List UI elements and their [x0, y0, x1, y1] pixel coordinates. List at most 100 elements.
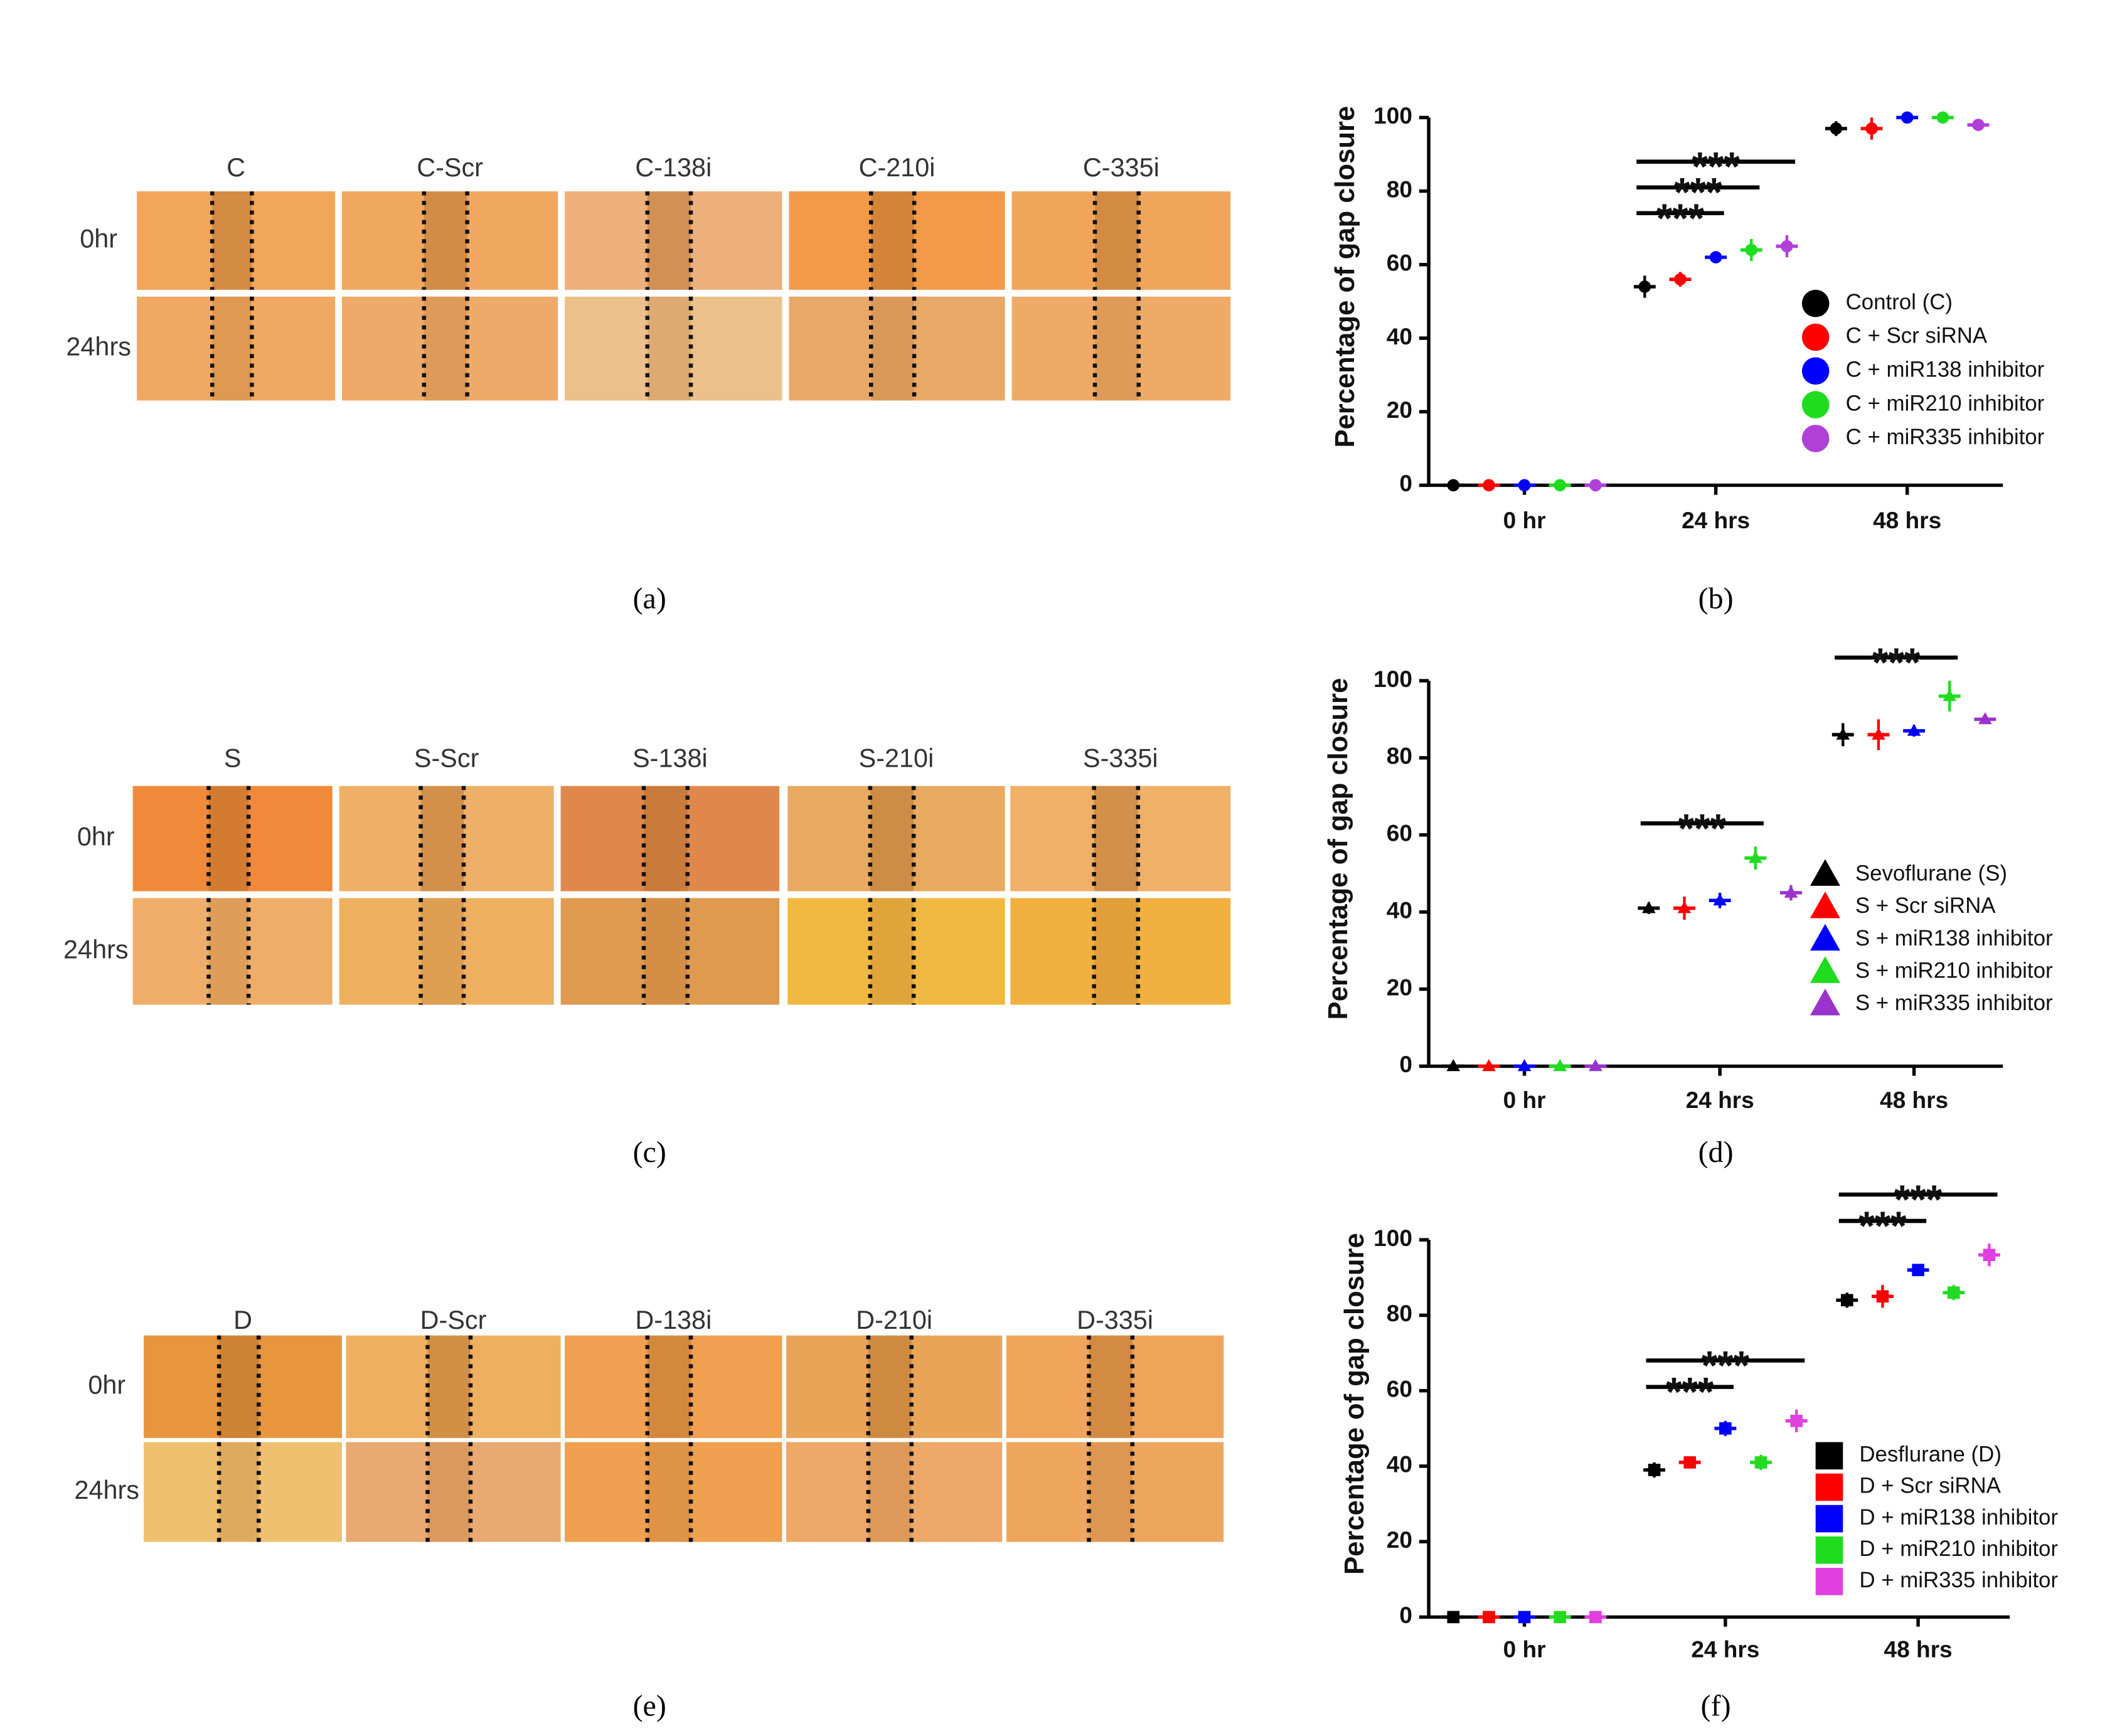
x-tick-label: 0 hr — [1503, 507, 1546, 533]
column-label: D-Scr — [420, 1306, 487, 1334]
micrograph — [565, 191, 782, 290]
legend-label: Control (C) — [1846, 290, 1953, 314]
wound-gap — [647, 1335, 691, 1439]
wound-gap — [647, 1442, 691, 1542]
micrograph — [339, 785, 554, 892]
panel-label: (e) — [633, 1689, 666, 1722]
wound-gap — [420, 898, 464, 1005]
legend-label: D + Scr siRNA — [1859, 1474, 2001, 1498]
wound-gap — [1095, 296, 1139, 401]
data-point — [1683, 1456, 1697, 1469]
column-label: S-138i — [632, 743, 708, 772]
y-tick-label: 60 — [1387, 250, 1412, 276]
panel-label: (a) — [633, 582, 666, 615]
wound-gap — [644, 898, 688, 1005]
micrograph — [341, 296, 558, 401]
column-label: S-Scr — [414, 743, 479, 772]
legend-label: S + miR138 inhibitor — [1855, 926, 2053, 951]
data-point — [1876, 1290, 1889, 1303]
legend-label: D + miR335 inhibitor — [1859, 1568, 2058, 1592]
significance-label: *** — [1666, 1369, 1714, 1415]
legend-label: S + Scr siRNA — [1855, 893, 1996, 918]
wound-gap — [219, 1442, 259, 1542]
wound-gap — [1089, 1335, 1133, 1439]
legend-swatch — [1801, 391, 1830, 418]
micrograph — [1010, 785, 1231, 892]
data-point — [1447, 1611, 1460, 1624]
significance-label: *** — [1858, 1203, 1907, 1249]
data-point — [1553, 1059, 1567, 1072]
data-point — [1719, 1422, 1732, 1435]
micrograph — [565, 296, 782, 401]
data-point — [1865, 122, 1878, 135]
data-point — [1638, 280, 1651, 293]
data-point — [1947, 1286, 1960, 1299]
column-label: C-Scr — [417, 153, 483, 182]
y-tick-label: 20 — [1387, 1526, 1412, 1553]
row-label: 0hr — [88, 1370, 125, 1399]
wound-gap — [208, 898, 249, 1005]
data-point — [1518, 1611, 1531, 1624]
data-point — [1589, 1611, 1602, 1624]
x-tick-label: 48 hrs — [1880, 1087, 1948, 1113]
y-tick-label: 40 — [1387, 897, 1412, 923]
y-tick-label: 20 — [1387, 974, 1412, 1000]
row-label: 0hr — [80, 224, 117, 253]
y-tick-label: 0 — [1399, 1602, 1412, 1628]
wound-gap — [870, 785, 914, 892]
x-tick-label: 48 hrs — [1884, 1636, 1953, 1663]
panel-label: (c) — [633, 1136, 666, 1169]
micrograph — [786, 1442, 1003, 1542]
data-point — [1901, 111, 1914, 124]
micrograph — [1011, 296, 1231, 401]
wound-gap — [647, 191, 691, 290]
micrograph — [560, 785, 780, 892]
data-point — [1781, 240, 1793, 253]
micrograph — [1006, 1442, 1224, 1542]
legend-label: Desflurane (D) — [1859, 1442, 2002, 1467]
column-label: C-335i — [1083, 153, 1160, 182]
y-axis-label: Percentage of gap closure — [1323, 678, 1353, 1020]
wound-gap — [1089, 1442, 1133, 1542]
data-point — [1483, 479, 1495, 492]
legend-swatch — [1810, 859, 1840, 886]
micrograph — [137, 296, 336, 401]
micrograph — [787, 785, 1005, 892]
micrograph — [144, 1335, 342, 1439]
significance-label: *** — [1702, 1343, 1750, 1388]
legend-swatch — [1810, 988, 1840, 1016]
data-point — [1745, 243, 1758, 257]
column-label: C-210i — [859, 153, 936, 182]
significance-label: *** — [1656, 195, 1705, 241]
micrograph — [565, 1442, 782, 1542]
legend-swatch — [1801, 289, 1830, 317]
y-tick-label: 100 — [1373, 1225, 1412, 1251]
y-tick-label: 60 — [1387, 1375, 1412, 1402]
column-label: C — [227, 153, 245, 182]
column-label: D-335i — [1077, 1306, 1153, 1334]
micrograph — [132, 785, 333, 892]
significance-label: *** — [1894, 1176, 1943, 1222]
data-point — [1983, 1249, 1996, 1261]
micrograph — [137, 191, 336, 290]
micrograph — [144, 1442, 342, 1542]
wound-gap — [870, 898, 914, 1005]
panel-label: (f) — [1701, 1689, 1731, 1722]
legend-label: D + miR210 inhibitor — [1859, 1536, 2058, 1561]
x-tick-label: 48 hrs — [1873, 507, 1941, 533]
data-point — [1943, 689, 1956, 701]
legend-swatch — [1815, 1473, 1843, 1501]
legend-label: S + miR335 inhibitor — [1855, 991, 2053, 1015]
y-tick-label: 0 — [1399, 1051, 1412, 1077]
legend-swatch — [1801, 425, 1830, 452]
wound-gap — [219, 1335, 259, 1439]
column-label: S-210i — [859, 743, 934, 772]
legend-label: C + miR138 inhibitor — [1846, 358, 2045, 382]
significance-label: *** — [1674, 169, 1722, 215]
data-point — [1936, 111, 1949, 124]
legend-swatch — [1810, 956, 1840, 983]
significance-label: *** — [1678, 806, 1727, 851]
wound-gap — [420, 785, 464, 892]
row-label: 0hr — [77, 823, 115, 851]
